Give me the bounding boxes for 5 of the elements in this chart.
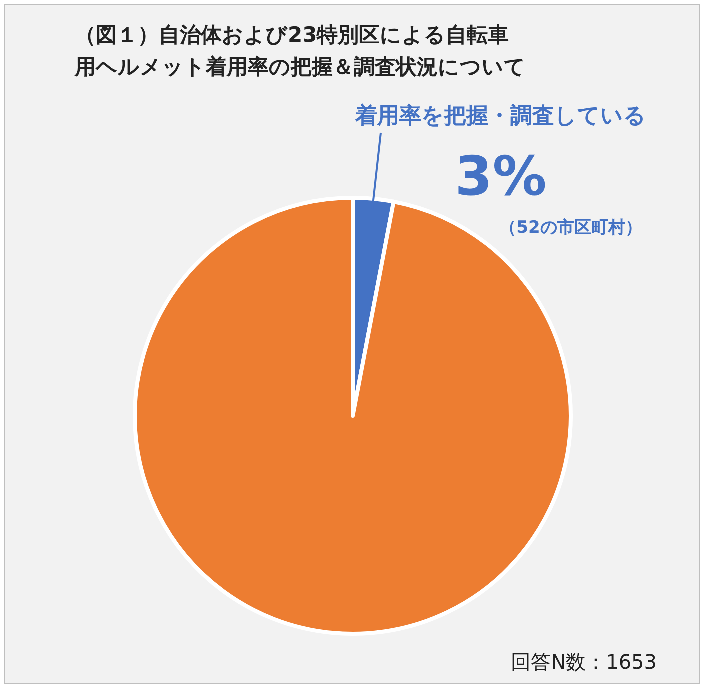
- slice-label: 着用率を把握・調査している: [354, 103, 646, 129]
- text: （52の市区町村）: [500, 218, 642, 238]
- chart-title: （図１）自治体および23特別区による自転車用ヘルメット着用率の把握＆調査状況について: [75, 22, 527, 81]
- text: 回答N数：1653: [511, 650, 657, 674]
- data-label: 3%: [455, 145, 547, 208]
